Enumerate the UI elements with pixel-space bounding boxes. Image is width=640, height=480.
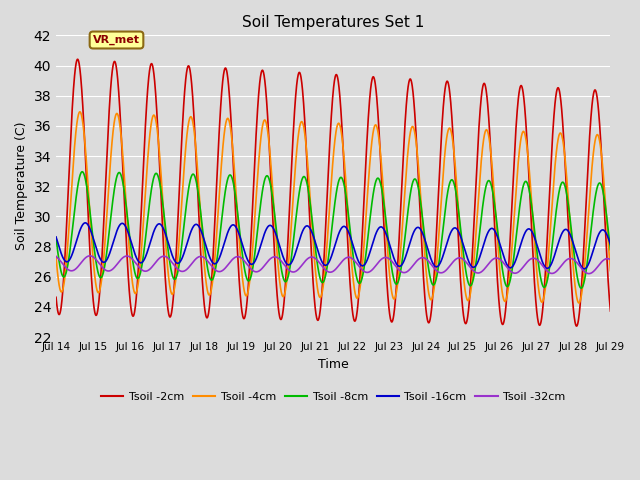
Tsoil -32cm: [558, 263, 566, 268]
Tsoil -16cm: [349, 244, 357, 250]
Tsoil -4cm: [573, 296, 581, 302]
Tsoil -32cm: [207, 262, 215, 268]
Tsoil -16cm: [495, 237, 502, 242]
Tsoil -8cm: [362, 255, 369, 261]
Tsoil -2cm: [349, 315, 357, 321]
Legend: Tsoil -2cm, Tsoil -4cm, Tsoil -8cm, Tsoil -16cm, Tsoil -32cm: Tsoil -2cm, Tsoil -4cm, Tsoil -8cm, Tsoi…: [97, 388, 570, 407]
Tsoil -8cm: [78, 169, 86, 175]
Tsoil -16cm: [573, 253, 581, 259]
Tsoil -32cm: [495, 255, 502, 261]
Tsoil -32cm: [86, 253, 94, 259]
Tsoil -2cm: [74, 56, 81, 62]
Tsoil -16cm: [52, 234, 60, 240]
Tsoil -16cm: [558, 231, 566, 237]
Tsoil -8cm: [573, 273, 581, 278]
Tsoil -8cm: [349, 255, 357, 261]
Tsoil -32cm: [362, 269, 369, 275]
Tsoil -8cm: [52, 235, 60, 240]
Line: Tsoil -16cm: Tsoil -16cm: [56, 223, 611, 269]
Tsoil -4cm: [362, 222, 369, 228]
Text: VR_met: VR_met: [93, 35, 140, 45]
Tsoil -2cm: [573, 322, 581, 328]
Tsoil -16cm: [81, 220, 89, 226]
Y-axis label: Soil Temperature (C): Soil Temperature (C): [15, 122, 28, 251]
Tsoil -2cm: [573, 323, 580, 329]
Tsoil -8cm: [607, 247, 614, 252]
Tsoil -16cm: [207, 257, 215, 263]
Tsoil -32cm: [607, 257, 614, 263]
Tsoil -4cm: [207, 289, 215, 295]
Tsoil -2cm: [362, 167, 369, 172]
Tsoil -4cm: [349, 278, 357, 284]
Tsoil -8cm: [558, 180, 566, 186]
Tsoil -4cm: [76, 109, 84, 115]
Line: Tsoil -8cm: Tsoil -8cm: [56, 172, 611, 288]
Tsoil -16cm: [607, 241, 614, 247]
Tsoil -32cm: [52, 254, 60, 260]
Tsoil -2cm: [52, 294, 60, 300]
Tsoil -4cm: [575, 300, 582, 306]
Tsoil -4cm: [558, 132, 566, 138]
Tsoil -32cm: [585, 271, 593, 276]
Line: Tsoil -32cm: Tsoil -32cm: [56, 256, 611, 274]
Tsoil -2cm: [558, 107, 566, 112]
Tsoil -2cm: [207, 288, 215, 294]
Tsoil -32cm: [573, 260, 581, 266]
Tsoil -8cm: [207, 277, 215, 283]
X-axis label: Time: Time: [318, 358, 349, 371]
Title: Soil Temperatures Set 1: Soil Temperatures Set 1: [242, 15, 424, 30]
Tsoil -16cm: [362, 261, 369, 266]
Tsoil -8cm: [577, 285, 585, 291]
Tsoil -2cm: [495, 293, 502, 299]
Tsoil -16cm: [580, 266, 588, 272]
Tsoil -32cm: [349, 257, 357, 263]
Tsoil -2cm: [607, 308, 614, 314]
Tsoil -4cm: [607, 268, 614, 274]
Tsoil -4cm: [52, 253, 60, 259]
Tsoil -8cm: [495, 235, 502, 240]
Line: Tsoil -4cm: Tsoil -4cm: [56, 112, 611, 303]
Tsoil -4cm: [495, 252, 502, 257]
Line: Tsoil -2cm: Tsoil -2cm: [56, 59, 611, 326]
